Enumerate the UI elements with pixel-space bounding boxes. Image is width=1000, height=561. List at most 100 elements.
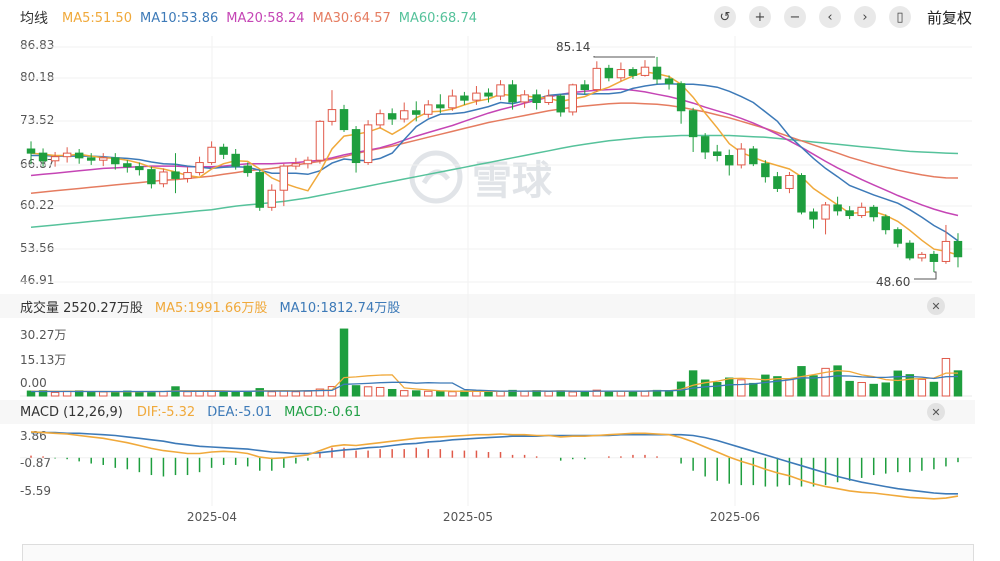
macd-tick-label: -0.87: [20, 456, 52, 470]
price-tick-label: 80.18: [20, 70, 55, 84]
candle-body: [953, 240, 963, 258]
candle-body: [460, 95, 469, 101]
volume-bar: [496, 391, 505, 397]
adjust-mode-button[interactable]: 前复权: [926, 8, 972, 27]
candle-body: [616, 69, 626, 79]
candle-body: [26, 148, 36, 154]
undo-icon[interactable]: ↺: [713, 6, 736, 28]
volume-bar: [893, 370, 903, 397]
candle-body: [725, 154, 734, 166]
main-legend: 均线 MA5:51.50 MA10:53.86 MA20:58.24 MA30:…: [0, 4, 1000, 32]
candle-body: [580, 84, 590, 91]
macd-header: MACD (12,26,9) DIF:-5.32 DEA:-5.01 MACD:…: [0, 400, 975, 424]
candle-body: [123, 163, 132, 168]
x-tick-label: 2025-04: [186, 510, 238, 524]
high-marker: [593, 55, 656, 58]
volume-bar: [159, 391, 168, 397]
volume-bar: [267, 391, 277, 397]
volume-bar: [821, 367, 830, 397]
range-scrollbar[interactable]: [22, 544, 974, 561]
candle-body: [327, 109, 337, 122]
vol-ma5-line: [30, 369, 958, 393]
close-macd-icon[interactable]: ✕: [927, 403, 945, 421]
vol-ma10-legend: MA10:1812.74万股: [279, 300, 401, 316]
candle-body: [628, 69, 638, 76]
candle-body: [749, 148, 758, 165]
candle-body: [147, 169, 156, 185]
candle-body: [111, 157, 120, 165]
candle-body: [267, 189, 277, 208]
candle-type-icon[interactable]: ▯: [888, 6, 911, 28]
volume-bar: [387, 388, 397, 397]
price-tick-label: 53.56: [20, 241, 55, 255]
volume-bar: [412, 390, 421, 397]
volume-bar: [183, 391, 192, 397]
ma20-line: [30, 88, 959, 217]
volume-bar: [315, 388, 325, 397]
candle-body: [592, 67, 602, 91]
candle-body: [255, 172, 264, 208]
ma20-legend: MA20:58.24: [226, 10, 305, 26]
candle-body: [315, 120, 325, 161]
volume-bar: [255, 388, 264, 397]
macd-value-legend: MACD:-0.61: [284, 404, 362, 420]
volume-bar: [568, 391, 577, 397]
volume-bar: [424, 390, 433, 397]
volume-bar: [857, 382, 866, 397]
zoom-in-icon[interactable]: +: [748, 6, 771, 28]
candle-body: [207, 146, 216, 164]
candle-body: [664, 78, 674, 85]
volume-bar: [929, 381, 939, 397]
ma60-line: [30, 134, 959, 229]
volume-bar: [688, 370, 698, 397]
volume-bar: [797, 366, 806, 397]
volume-bar: [592, 389, 602, 397]
volume-bar: [640, 390, 650, 397]
candle-body: [363, 124, 373, 164]
macd-title: MACD (12,26,9): [20, 404, 123, 420]
candle-body: [484, 92, 493, 97]
candle-body: [38, 152, 48, 162]
candle-body: [424, 104, 433, 115]
macd-dif-line: [30, 431, 959, 500]
candle-body: [291, 163, 301, 167]
volume-header: 成交量 2520.27万股 MA5:1991.66万股 MA10:1812.74…: [0, 294, 975, 318]
vol-ma10-line: [31, 375, 959, 393]
candle-body: [712, 151, 722, 156]
candle-body: [773, 176, 782, 189]
candle-body: [50, 156, 60, 162]
price-tick-label: 60.22: [20, 198, 55, 212]
candle-body: [303, 159, 313, 165]
volume-bar: [375, 386, 385, 397]
candle-body: [448, 95, 457, 109]
volume-tick-label: 15.13万: [20, 353, 67, 367]
candle-body: [62, 152, 72, 158]
chart-toolbar: ↺ + − ‹ › ▯ 前复权: [701, 6, 972, 28]
ma5-legend: MA5:51.50: [62, 10, 132, 26]
price-tick-label: 86.83: [20, 38, 55, 52]
candle-body: [929, 253, 939, 262]
zoom-out-icon[interactable]: −: [783, 6, 806, 28]
ma10-legend: MA10:53.86: [139, 10, 219, 26]
candle-body: [231, 153, 240, 167]
dif-legend: DIF:-5.32: [136, 404, 196, 420]
candle-body: [857, 206, 866, 217]
volume-title: 成交量 2520.27万股: [20, 300, 143, 316]
volume-bar: [363, 386, 373, 397]
candle-body: [375, 113, 385, 126]
chevron-right-icon[interactable]: ›: [853, 6, 876, 28]
volume-bar: [881, 382, 890, 397]
candle-body: [821, 204, 830, 220]
candle-body: [183, 172, 192, 179]
volume-bar: [50, 391, 60, 397]
candle-body: [412, 110, 421, 115]
chevron-left-icon[interactable]: ‹: [818, 6, 841, 28]
candle-body: [544, 95, 553, 104]
volume-bar: [147, 392, 156, 397]
price-tick-label: 46.91: [20, 273, 55, 287]
volume-bar: [869, 383, 878, 397]
candle-body: [74, 152, 84, 159]
close-volume-icon[interactable]: ✕: [927, 297, 945, 315]
candle-body: [436, 104, 445, 109]
